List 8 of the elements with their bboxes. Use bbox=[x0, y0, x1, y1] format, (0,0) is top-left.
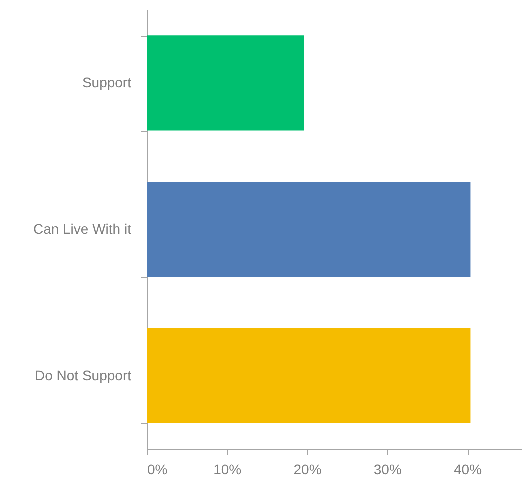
y-tick-label: Do Not Support bbox=[35, 367, 132, 384]
x-tick-label: 10% bbox=[214, 462, 242, 478]
x-tick-label: 40% bbox=[454, 462, 482, 478]
y-tick-label: Support bbox=[82, 74, 132, 91]
y-tick-label: Can Live With it bbox=[33, 221, 132, 237]
x-tick-label: 0% bbox=[148, 462, 168, 478]
x-tick-label: 20% bbox=[294, 462, 322, 478]
x-tick-label: 30% bbox=[374, 462, 402, 478]
